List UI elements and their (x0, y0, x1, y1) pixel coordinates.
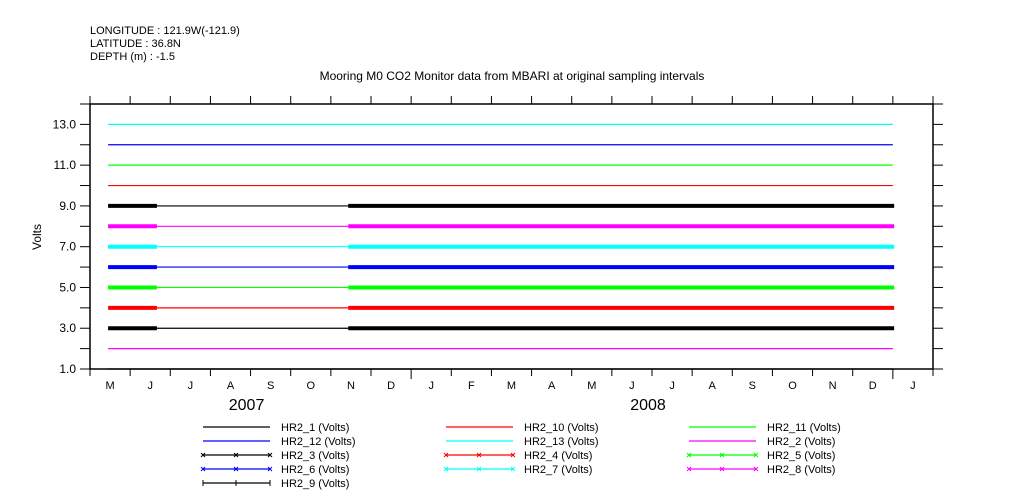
legend-item-hr2_9: HR2_9 (Volts) (202, 478, 349, 490)
x-month-label: M (105, 380, 114, 392)
x-month-label: O (307, 380, 316, 392)
x-month-label: J (188, 380, 194, 392)
y-tick-label: 1.0 (59, 362, 76, 376)
legend-label: HR2_10 (Volts) (524, 422, 599, 434)
x-month-label: J (629, 380, 635, 392)
legend-label: HR2_4 (Volts) (524, 450, 592, 462)
x-month-label: A (548, 380, 556, 392)
header-longitude: LONGITUDE : 121.9W(-121.9) (90, 25, 240, 37)
axes: 1.0 3.0 5.0 7.0 9.0 11.0 13.0 M J J A S O N D J F M A M J J A S… (53, 96, 943, 414)
x-month-label: D (387, 380, 395, 392)
legend: HR2_1 (Volts) HR2_10 (Volts) HR2_11 (Volts… (200, 422, 841, 490)
chart-title: Mooring M0 CO2 Monitor data from MBARI a… (320, 69, 705, 83)
x-year-label: 2008 (630, 397, 666, 414)
legend-label: HR2_3 (Volts) (281, 450, 349, 462)
x-month-label: J (428, 380, 434, 392)
y-tick-label: 3.0 (59, 321, 76, 335)
x-month-label: A (709, 380, 717, 392)
y-tick-label: 7.0 (59, 240, 76, 254)
x-month-label: J (147, 380, 153, 392)
legend-label: HR2_6 (Volts) (281, 464, 349, 476)
legend-item-hr2_10: HR2_10 (Volts) (446, 422, 599, 434)
legend-marker-x-icon (200, 452, 206, 458)
legend-marker-x-icon (686, 466, 692, 472)
legend-item-hr2_6: HR2_6 (Volts) (200, 464, 349, 476)
x-month-label: A (227, 380, 235, 392)
legend-item-hr2_12: HR2_12 (Volts) (203, 436, 356, 448)
x-month-label: F (468, 380, 475, 392)
legend-label: HR2_7 (Volts) (524, 464, 592, 476)
legend-marker-x-icon (510, 452, 516, 458)
x-month-label: O (788, 380, 797, 392)
x-month-label: J (669, 380, 675, 392)
x-month-label: D (869, 380, 877, 392)
legend-item-hr2_11: HR2_11 (Volts) (689, 422, 841, 434)
x-month-label: M (587, 380, 596, 392)
x-month-label: J (910, 380, 916, 392)
legend-label: HR2_2 (Volts) (767, 436, 835, 448)
legend-label: HR2_13 (Volts) (524, 436, 599, 448)
legend-marker-x-icon (476, 466, 482, 472)
legend-marker-x-icon (233, 452, 239, 458)
legend-marker-x-icon (686, 452, 692, 458)
plot-frame (89, 103, 934, 370)
plot-area (108, 123, 895, 370)
x-month-label: S (267, 380, 274, 392)
legend-label: HR2_1 (Volts) (281, 422, 349, 434)
y-tick-label: 5.0 (59, 280, 76, 294)
header-depth: DEPTH (m) : -1.5 (90, 51, 175, 63)
legend-marker-x-icon (443, 466, 449, 472)
x-month-label: S (749, 380, 756, 392)
legend-marker-x-icon (476, 452, 482, 458)
legend-marker-x-icon (510, 466, 516, 472)
legend-marker-x-icon (267, 466, 273, 472)
legend-label: HR2_5 (Volts) (767, 450, 835, 462)
legend-label: HR2_12 (Volts) (281, 436, 356, 448)
y-tick-label: 13.0 (53, 117, 77, 131)
y-axis-label: Volts (30, 224, 44, 250)
legend-item-hr2_7: HR2_7 (Volts) (443, 464, 592, 476)
legend-item-hr2_2: HR2_2 (Volts) (689, 436, 835, 448)
y-tick-label: 11.0 (54, 158, 77, 172)
legend-marker-x-icon (719, 452, 725, 458)
legend-label: HR2_8 (Volts) (767, 464, 835, 476)
legend-marker-x-icon (753, 452, 759, 458)
header-latitude: LATITUDE : 36.8N (90, 38, 181, 50)
legend-item-hr2_4: HR2_4 (Volts) (443, 450, 592, 462)
x-year-label: 2007 (229, 397, 265, 414)
x-month-label: N (829, 380, 837, 392)
legend-marker-x-icon (200, 466, 206, 472)
legend-item-hr2_5: HR2_5 (Volts) (686, 450, 835, 462)
x-month-label: N (347, 380, 355, 392)
legend-marker-x-icon (267, 452, 273, 458)
legend-label: HR2_11 (Volts) (767, 422, 841, 434)
legend-marker-x-icon (443, 452, 449, 458)
y-tick-label: 9.0 (59, 199, 76, 213)
legend-item-hr2_1: HR2_1 (Volts) (203, 422, 349, 434)
legend-marker-x-icon (233, 466, 239, 472)
legend-marker-x-icon (753, 466, 759, 472)
legend-marker-x-icon (719, 466, 725, 472)
legend-item-hr2_8: HR2_8 (Volts) (686, 464, 835, 476)
legend-label: HR2_9 (Volts) (281, 478, 349, 490)
x-month-label: M (507, 380, 516, 392)
legend-item-hr2_3: HR2_3 (Volts) (200, 450, 349, 462)
legend-item-hr2_13: HR2_13 (Volts) (446, 436, 599, 448)
